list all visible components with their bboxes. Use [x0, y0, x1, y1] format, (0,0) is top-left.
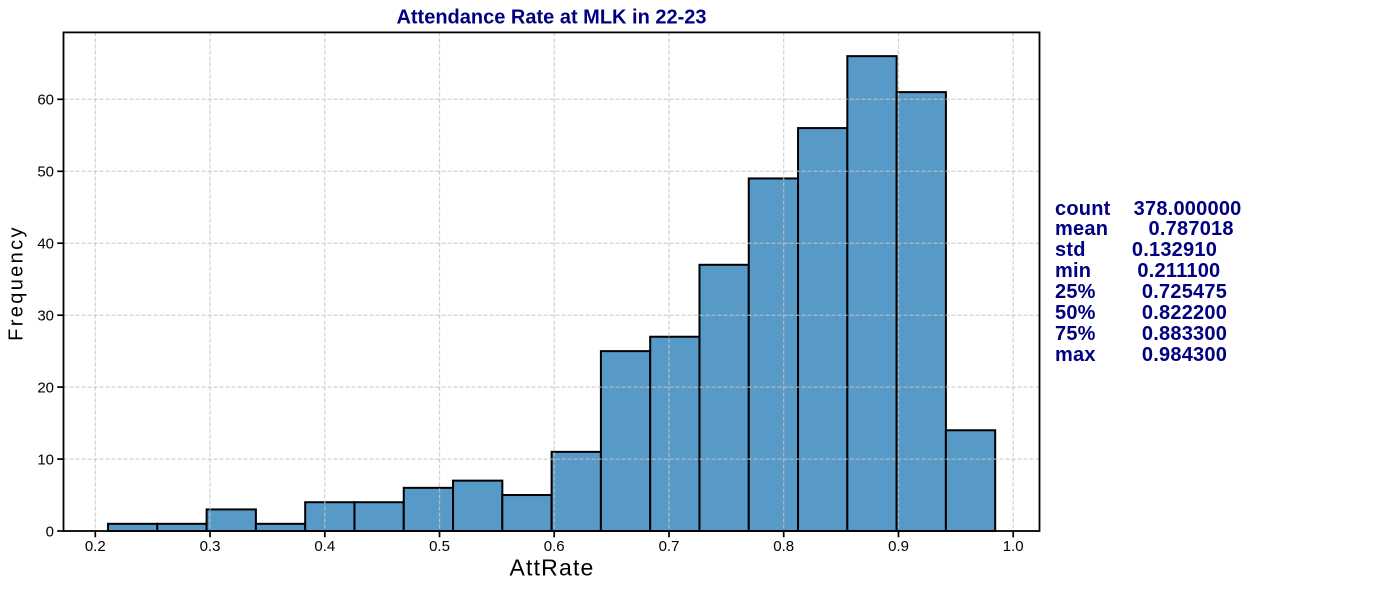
svg-text:10: 10 — [37, 452, 54, 469]
svg-text:50: 50 — [37, 164, 54, 181]
svg-text:Attendance Rate at MLK in 22-2: Attendance Rate at MLK in 22-23 — [396, 7, 706, 29]
svg-text:0.5: 0.5 — [429, 538, 450, 555]
svg-text:AttRate: AttRate — [509, 555, 594, 581]
svg-text:0.4: 0.4 — [314, 538, 335, 555]
svg-text:0.6: 0.6 — [544, 538, 565, 555]
svg-text:0.9: 0.9 — [888, 538, 909, 555]
svg-text:0.7: 0.7 — [659, 538, 680, 555]
svg-text:0.2: 0.2 — [85, 538, 106, 555]
svg-text:20: 20 — [37, 380, 54, 397]
svg-text:0.8: 0.8 — [773, 538, 794, 555]
svg-text:60: 60 — [37, 92, 54, 109]
svg-text:30: 30 — [37, 308, 54, 325]
svg-text:0.3: 0.3 — [200, 538, 221, 555]
svg-text:1.0: 1.0 — [1003, 538, 1024, 555]
svg-text:0: 0 — [46, 523, 54, 540]
svg-text:40: 40 — [37, 236, 54, 253]
svg-text:Frequency: Frequency — [6, 225, 28, 341]
